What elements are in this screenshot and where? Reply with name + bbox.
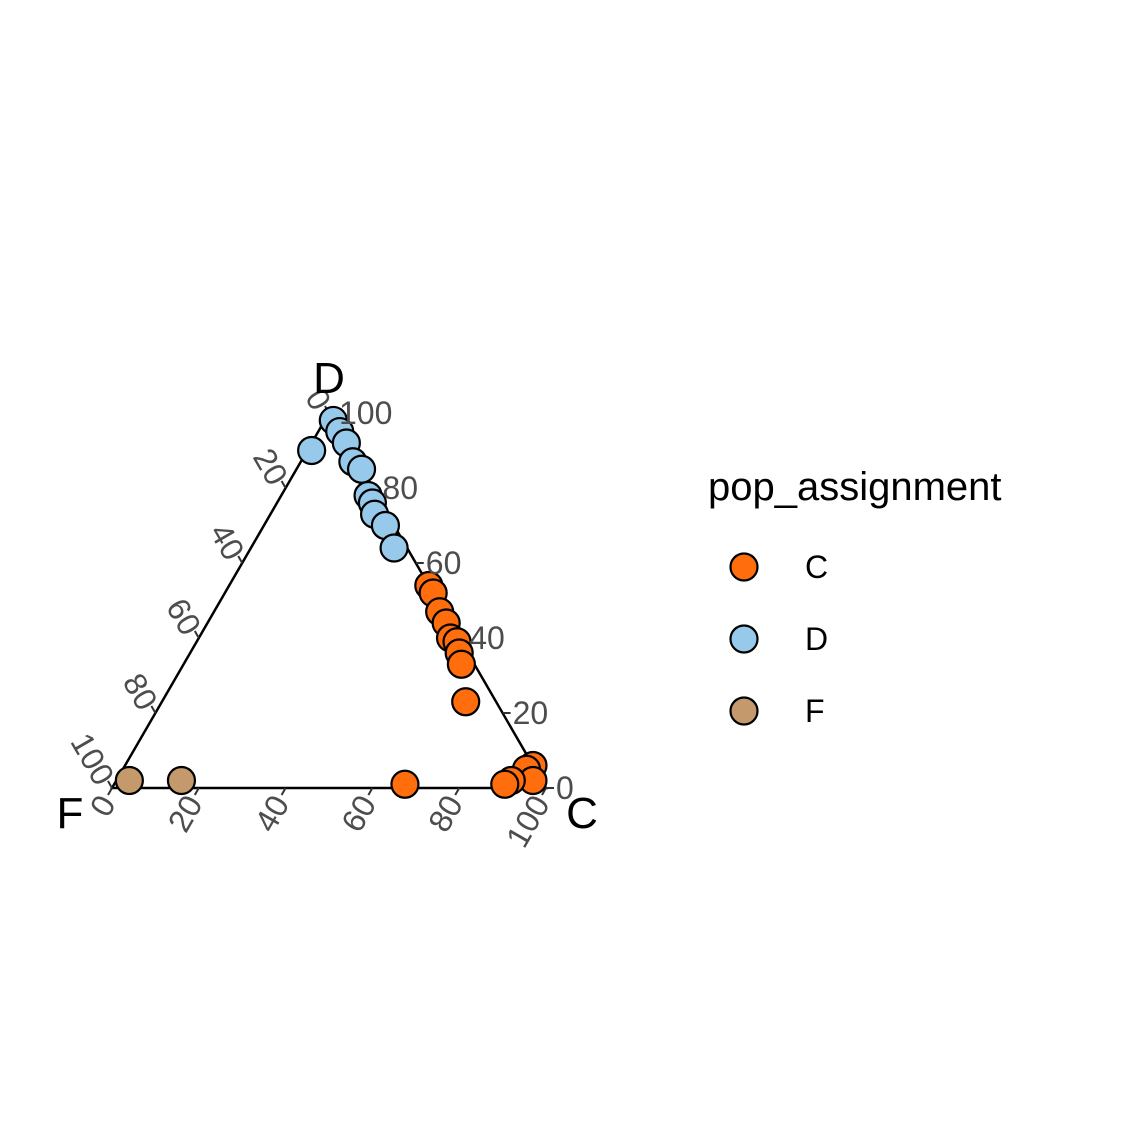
data-point-c (451, 687, 481, 717)
right-axis-tick-label: 60 (426, 545, 462, 581)
bottom-axis-tick (454, 787, 461, 796)
legend-key-d (729, 624, 759, 654)
vertex-label-top: D (313, 354, 345, 403)
vertex-label-left: F (57, 789, 84, 838)
legend-key-f (729, 696, 759, 726)
right-axis-tick-label: 0 (556, 770, 574, 806)
right-axis-tick-label: 100 (339, 395, 392, 431)
legend-title: pop_assignment (708, 465, 1002, 509)
bottom-axis-tick-label: 0 (83, 789, 123, 822)
legend-key-c (729, 552, 759, 582)
left-axis-tick (237, 555, 244, 564)
bottom-axis-tick (541, 787, 547, 796)
bottom-axis-tick-label: 80 (421, 789, 470, 838)
data-point-f (114, 765, 144, 796)
data-point-d (297, 435, 327, 466)
bottom-axis-tick-label: 100 (499, 789, 557, 853)
bottom-axis-tick (193, 787, 200, 796)
vertex-label-right: C (566, 789, 598, 838)
bottom-axis-tick-label: 60 (334, 789, 383, 838)
right-axis-tick-label: 40 (469, 620, 505, 656)
legend: pop_assignment CDF (708, 465, 1002, 729)
left-axis-tick (193, 630, 200, 639)
data-point-d (346, 454, 377, 484)
data-point-f (166, 765, 197, 796)
left-axis-tick-label: 100 (64, 727, 122, 791)
left-axis-tick (150, 705, 157, 714)
legend-label-f: F (805, 693, 825, 729)
right-axis-tick-label: 20 (513, 695, 549, 731)
points-layer (114, 405, 548, 799)
data-point-c (446, 649, 476, 679)
left-axis-tick (280, 480, 287, 489)
legend-label-d: D (805, 621, 828, 657)
right-axis-tick-label: 80 (382, 470, 418, 506)
data-point-d (379, 533, 409, 563)
bottom-axis-tick (107, 787, 113, 796)
bottom-axis-tick (367, 787, 374, 796)
data-point-c (390, 769, 420, 799)
left-axis-tick (107, 780, 113, 789)
bottom-axis-tick-label: 20 (161, 789, 210, 838)
bottom-axis-tick-label: 40 (247, 789, 296, 838)
bottom-axis-tick (280, 787, 287, 796)
data-point-c (490, 769, 520, 799)
legend-label-c: C (805, 549, 828, 585)
